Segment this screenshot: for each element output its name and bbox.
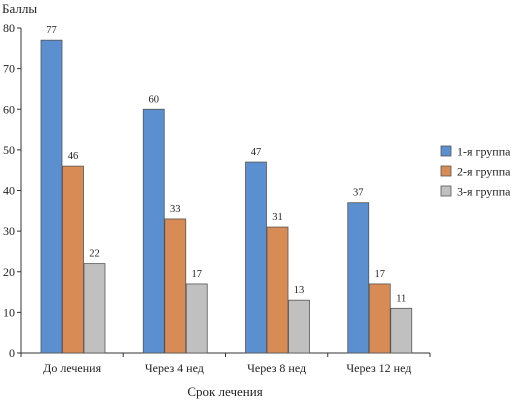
bar bbox=[390, 307, 413, 354]
data-label: 22 bbox=[89, 249, 100, 260]
legend-swatch bbox=[440, 165, 452, 177]
x-tick-label: Через 12 нед bbox=[346, 361, 411, 375]
y-tick-label: 20 bbox=[3, 265, 15, 279]
data-label: 13 bbox=[294, 285, 305, 296]
data-label: 17 bbox=[192, 269, 203, 280]
y-tick-label: 30 bbox=[3, 224, 15, 238]
bar bbox=[368, 283, 391, 354]
x-tick-label: Через 8 нед bbox=[247, 361, 306, 375]
legend-swatch bbox=[440, 145, 452, 157]
legend-label: 3-я группа bbox=[457, 185, 511, 199]
bars: 77 46 22 60 33 17 47 31 13 37 17 11 bbox=[40, 25, 413, 354]
bar bbox=[245, 161, 267, 354]
bar bbox=[288, 299, 310, 354]
y-tick-label: 10 bbox=[3, 305, 15, 319]
bar bbox=[62, 165, 84, 354]
data-label: 37 bbox=[353, 188, 364, 199]
data-label: 77 bbox=[46, 25, 57, 36]
x-axis-title: Срок лечения bbox=[187, 384, 262, 399]
data-label: 11 bbox=[396, 293, 406, 304]
y-tick-label: 60 bbox=[3, 102, 15, 116]
legend-swatch bbox=[440, 185, 452, 197]
bar bbox=[347, 202, 370, 354]
data-label: 60 bbox=[149, 94, 160, 105]
bar bbox=[266, 226, 289, 354]
legend: 1-я группа 2-я группа 3-я группа bbox=[440, 145, 511, 199]
x-tick-label: До лечения bbox=[43, 361, 101, 375]
y-tick-label: 0 bbox=[9, 346, 15, 360]
bar bbox=[185, 283, 208, 354]
bar bbox=[164, 218, 187, 354]
bar bbox=[142, 108, 165, 354]
bar bbox=[83, 263, 106, 354]
data-label: 46 bbox=[68, 151, 79, 162]
y-axis-title: Баллы bbox=[2, 1, 37, 16]
y-tick-label: 70 bbox=[3, 62, 15, 76]
legend-label: 2-я группа bbox=[457, 165, 511, 179]
y-tick-label: 80 bbox=[3, 21, 15, 35]
data-label: 47 bbox=[251, 147, 262, 158]
x-tick-label: Через 4 нед bbox=[145, 361, 204, 375]
bar bbox=[40, 39, 63, 354]
data-label: 33 bbox=[170, 204, 181, 215]
data-label: 31 bbox=[272, 212, 283, 223]
legend-label: 1-я группа bbox=[457, 145, 511, 159]
y-tick-label: 40 bbox=[3, 184, 15, 198]
data-label: 17 bbox=[375, 269, 386, 280]
y-tick-label: 50 bbox=[3, 143, 15, 157]
axes: 0 10 20 30 40 50 60 70 80 До лечения Через 4 нед Че… bbox=[3, 21, 431, 375]
